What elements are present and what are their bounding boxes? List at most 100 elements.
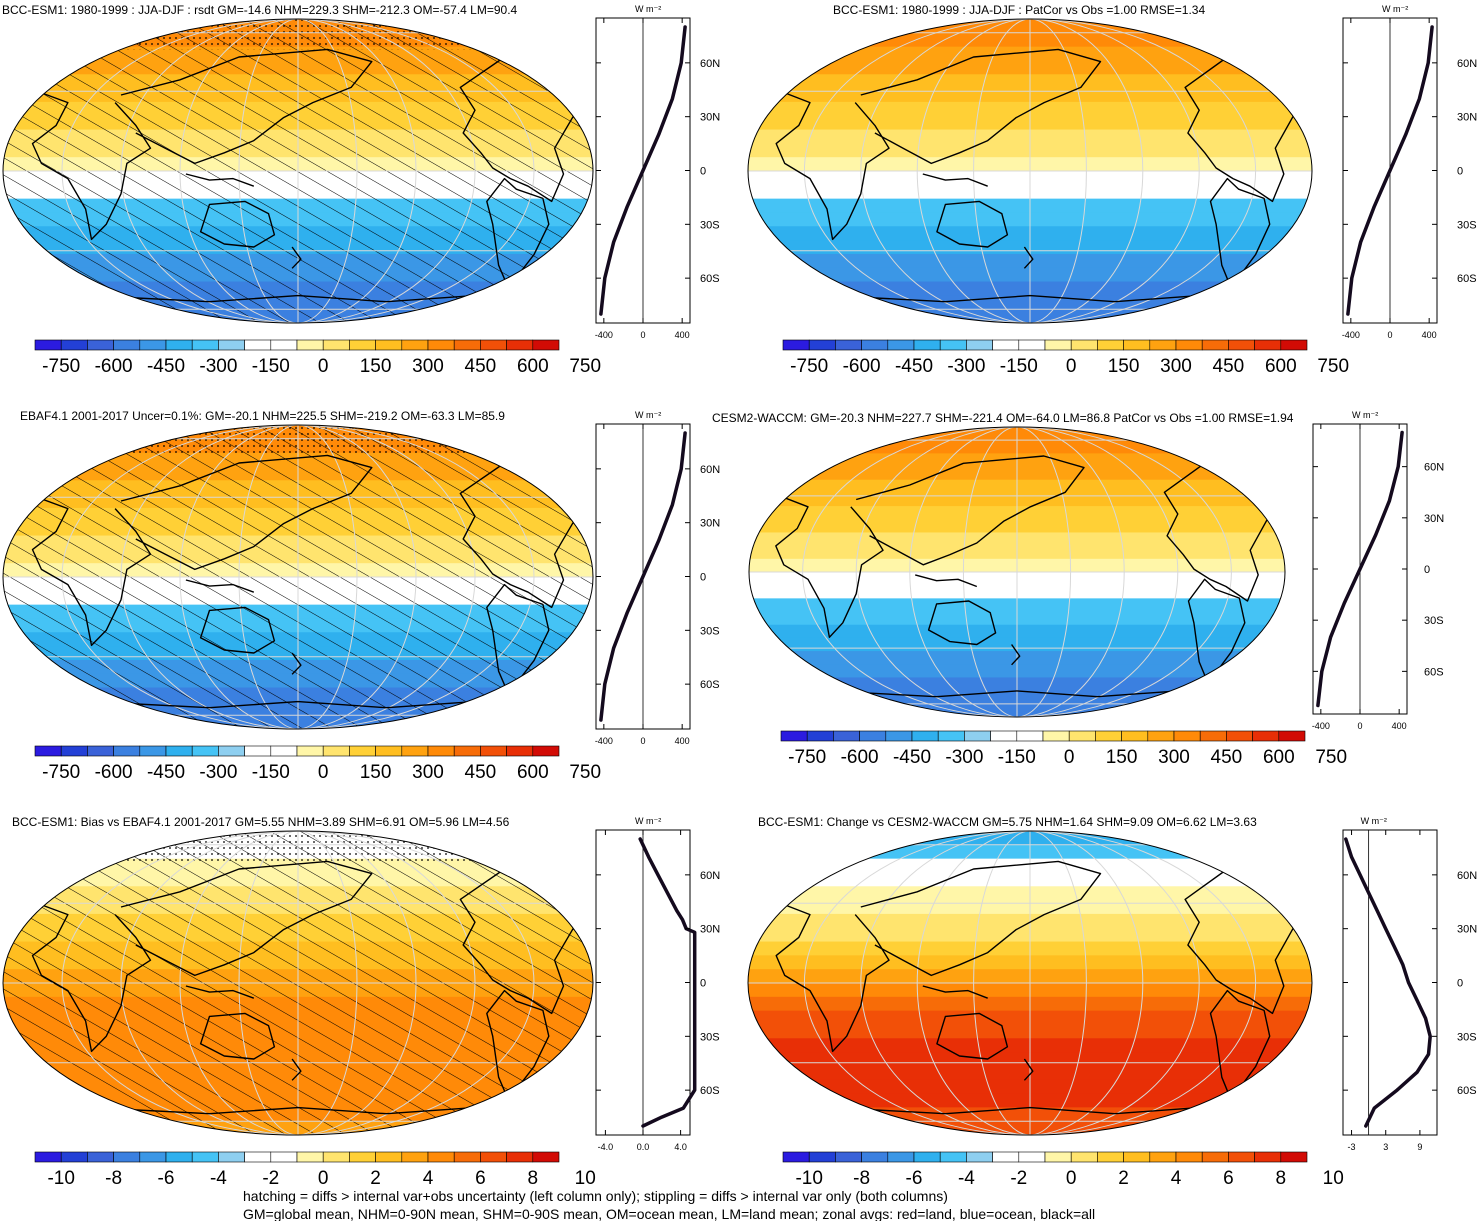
colorbar-label: 450 (465, 762, 497, 783)
x-tick-label: 400 (1422, 330, 1437, 340)
latitude-label: 30S (1424, 615, 1444, 627)
colorbar-label: -6 (158, 1168, 175, 1189)
colorbar-swatch (1228, 339, 1255, 351)
map-field (3, 425, 593, 729)
colorbar-swatch (480, 745, 507, 757)
x-tick-label: 0.0 (637, 1142, 650, 1152)
colorbar-swatch (139, 1151, 167, 1163)
colorbar-swatch (1018, 339, 1046, 351)
colorbar-swatch (808, 339, 836, 351)
colorbar-label: 600 (1265, 356, 1297, 377)
colorbar: -10 -8 -6 -4 -2 0 2 4 6 8 10 (782, 1151, 1344, 1189)
panel-bottom-left: BCC-ESM1: Bias vs EBAF4.1 2001-2017 GM=5… (2, 815, 720, 1189)
coastline (291, 1058, 302, 1081)
colorbar-swatch (60, 339, 88, 351)
colorbar-swatch (887, 339, 915, 351)
x-tick-label: -400 (1312, 721, 1330, 731)
colorbar-swatch (191, 1151, 219, 1163)
colorbar-label: -600 (95, 356, 133, 377)
colorbar-swatch (913, 1151, 941, 1163)
coastline (26, 86, 152, 241)
coastline (185, 173, 255, 187)
colorbar-swatch (806, 730, 834, 742)
colorbar-label: 10 (575, 1168, 596, 1189)
coastline (291, 652, 302, 675)
coastline (922, 173, 988, 187)
colorbar-swatch (1044, 339, 1072, 351)
colorbar-swatch (34, 745, 62, 757)
coastline (199, 200, 276, 248)
colorbar: -750 -600 -450 -300 -150 0 150 300 450 600 750 (782, 339, 1349, 377)
colorbar-swatch (1199, 730, 1227, 742)
units-label: W m⁻² (1361, 816, 1387, 826)
latitude-label: 60S (700, 679, 720, 691)
colorbar-label: 4 (423, 1168, 434, 1189)
colorbar-label: -4 (210, 1168, 227, 1189)
colorbar-swatch (885, 730, 913, 742)
x-tick-label: 0 (640, 736, 645, 746)
colorbar-label: 300 (1160, 356, 1192, 377)
colorbar-label: 4 (1171, 1168, 1182, 1189)
zonal-mean-curve (599, 25, 687, 316)
panel-bottom-right: BCC-ESM1: Change vs CESM2-WACCM GM=5.75 … (747, 815, 1477, 1189)
colorbar-swatch (218, 1151, 245, 1163)
colorbar: -750 -600 -450 -300 -150 0 150 300 450 600 750 (780, 730, 1347, 768)
coastline (860, 48, 1102, 165)
colorbar-label: 0 (318, 762, 329, 783)
panel-top-right: BCC-ESM1: 1980-1999 : JJA-DJF : PatCor v… (747, 3, 1477, 377)
zonal-mean-curve (1344, 837, 1432, 1128)
colorbar-swatch (87, 339, 114, 351)
latitude-label: 30N (1457, 924, 1477, 936)
colorbar-label: 0 (318, 1168, 329, 1189)
coastline (120, 860, 373, 977)
panel-middle-right: CESM2-WACCM: GM=-20.3 NHM=227.7 SHM=-221… (712, 410, 1444, 768)
colorbar-label: -300 (199, 356, 237, 377)
colorbar-swatch (1173, 730, 1201, 742)
latitude-label: 60S (1424, 666, 1444, 678)
colorbar-label: -6 (906, 1168, 923, 1189)
colorbar-label: 150 (1106, 747, 1138, 768)
meridian-line (802, 427, 1232, 717)
colorbar-swatch (913, 339, 941, 351)
colorbar-label: -150 (252, 762, 290, 783)
latitude-label: 30N (1424, 513, 1444, 525)
colorbar-swatch (270, 1151, 298, 1163)
colorbar-swatch (1095, 730, 1122, 742)
coastline (1011, 644, 1021, 666)
colorbar-swatch (87, 1151, 114, 1163)
latitude-label: 30S (1457, 1031, 1477, 1043)
panel-title: CESM2-WACCM: GM=-20.3 NHM=227.7 SHM=-221… (712, 411, 1294, 425)
colorbar-swatch (833, 730, 860, 742)
colorbar-label: -450 (147, 762, 185, 783)
colorbar-swatch (427, 339, 455, 351)
zonal-profile: -4.0 0.0 4.0 60N 30N 0 30S 60S W m⁻² (595, 816, 720, 1152)
map-border (2, 18, 594, 324)
meridian-line (973, 831, 1087, 1135)
coastline (922, 985, 988, 999)
colorbar-swatch (1228, 1151, 1255, 1163)
colorbar-label: -450 (895, 356, 933, 377)
colorbar-swatch (1016, 730, 1044, 742)
colorbar-swatch (296, 1151, 324, 1163)
map-field (748, 831, 1312, 1135)
colorbar-swatch (1280, 1151, 1308, 1163)
coastline (927, 600, 997, 646)
colorbar-label: 300 (412, 762, 444, 783)
coastline (199, 606, 276, 654)
colorbar-swatch (1097, 339, 1124, 351)
colorbar-swatch (375, 339, 403, 351)
colorbar-label: -150 (1000, 356, 1038, 377)
colorbar-swatch (453, 339, 481, 351)
meridian-line (120, 831, 476, 1135)
panel-top-left: BCC-ESM1: 1980-1999 : JJA-DJF : rsdt GM=… (2, 3, 720, 377)
map-border (747, 18, 1313, 324)
colorbar-swatch (375, 1151, 403, 1163)
coastline (770, 86, 890, 241)
colorbar-label: 300 (1158, 747, 1190, 768)
latitude-label: 60N (1457, 58, 1477, 70)
x-tick-label: -400 (1342, 330, 1360, 340)
meridian-line (860, 831, 1200, 1135)
colorbar-label: -8 (853, 1168, 870, 1189)
colorbar-label: 150 (1108, 356, 1140, 377)
map-border (2, 424, 594, 730)
